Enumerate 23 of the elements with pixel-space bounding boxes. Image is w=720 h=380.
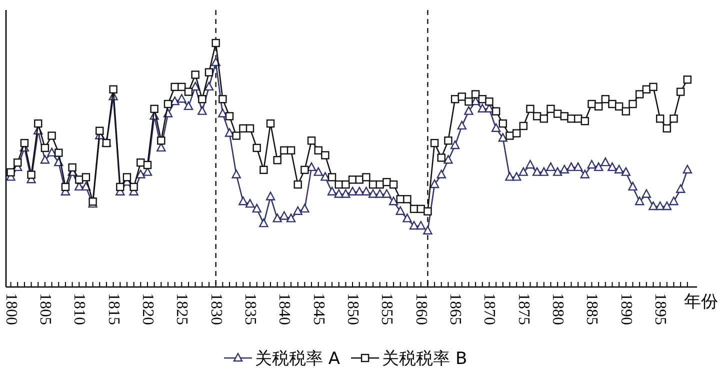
x-tick-label: 1890 [617,293,634,325]
x-tick-label: 1815 [104,293,122,325]
x-tick-label: 1810 [70,293,88,325]
x-tick-label: 1865 [446,293,464,325]
x-tick-label: 1825 [173,293,190,325]
x-tick-label: 1830 [207,293,224,325]
legend-label: 关税税率 B [382,349,468,369]
x-tick-label: 1800 [2,293,20,325]
x-tick-label: 1875 [514,293,532,325]
x-tick-label: 1820 [138,293,156,325]
x-tick-label: 1805 [36,293,54,325]
x-tick-label: 1870 [480,293,498,325]
x-tick-label: 1835 [242,293,259,325]
x-tick-label: 1860 [412,293,430,325]
x-tick-label: 1850 [344,293,362,325]
x-tick-label: 1845 [310,293,327,325]
x-tick-label: 1895 [652,293,669,325]
x-tick-label: 1855 [378,293,396,325]
x-tick-label: 1880 [549,293,566,325]
legend-label: 关税税率 A [255,349,340,369]
x-tick-label: 1840 [276,293,293,325]
x-tick-label: 1885 [583,293,600,325]
x-axis-title: 年份 [684,292,718,312]
